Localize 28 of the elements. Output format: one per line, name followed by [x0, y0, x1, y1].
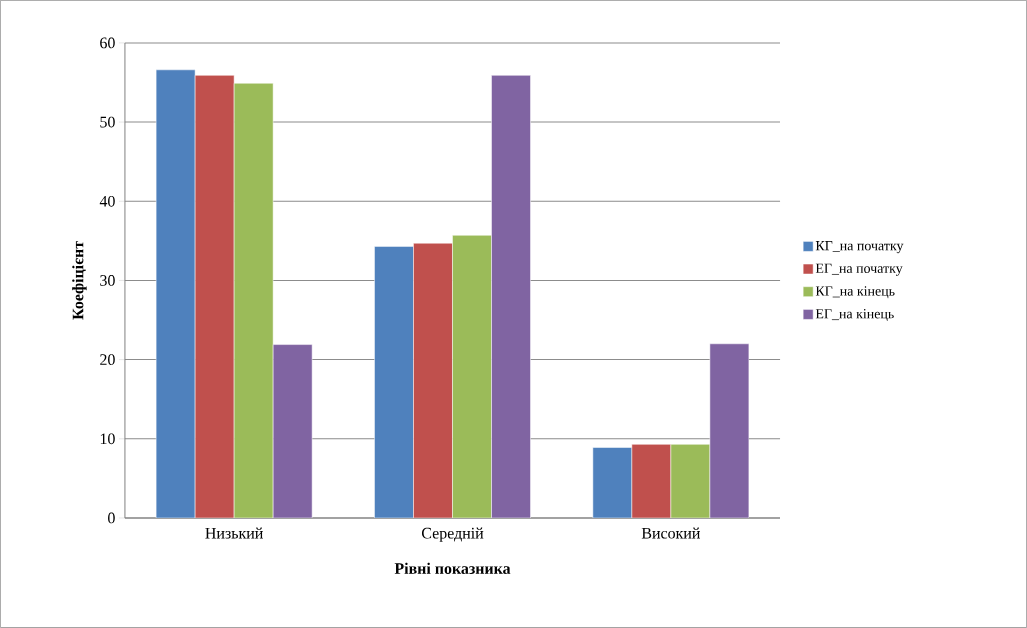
bar [155, 69, 196, 519]
bar [709, 343, 750, 519]
y-tick-label: 20 [100, 354, 115, 366]
y-tick-label: 40 [99, 195, 115, 207]
bar [272, 344, 313, 519]
y-axis-title: Коефіцієнт [72, 241, 87, 320]
legend-label: КГ_на початку [815, 241, 904, 254]
y-tick-label: 0 [108, 512, 115, 524]
bar [670, 444, 711, 519]
bar [592, 447, 633, 519]
legend-label: ЕГ_на початку [815, 263, 903, 276]
legend-label: КГ_на кінець [815, 286, 895, 299]
x-tick-label: Середній [421, 527, 484, 542]
y-tick-label: 60 [100, 37, 115, 49]
x-tick-label: Низький [205, 527, 263, 539]
bar [194, 75, 235, 519]
bar [491, 75, 531, 519]
bar [413, 243, 453, 519]
y-tick-label: 50 [100, 116, 115, 128]
bar [233, 83, 274, 519]
y-tick-label: 10 [100, 433, 115, 445]
bar [374, 246, 414, 519]
bar [631, 444, 672, 519]
bar [452, 235, 492, 519]
x-tick-label: Високий [641, 527, 701, 539]
x-axis-title: Рівні показника [394, 562, 511, 574]
y-tick-label: 30 [100, 275, 115, 286]
legend-label: ЕГ_на кінець [815, 309, 894, 322]
